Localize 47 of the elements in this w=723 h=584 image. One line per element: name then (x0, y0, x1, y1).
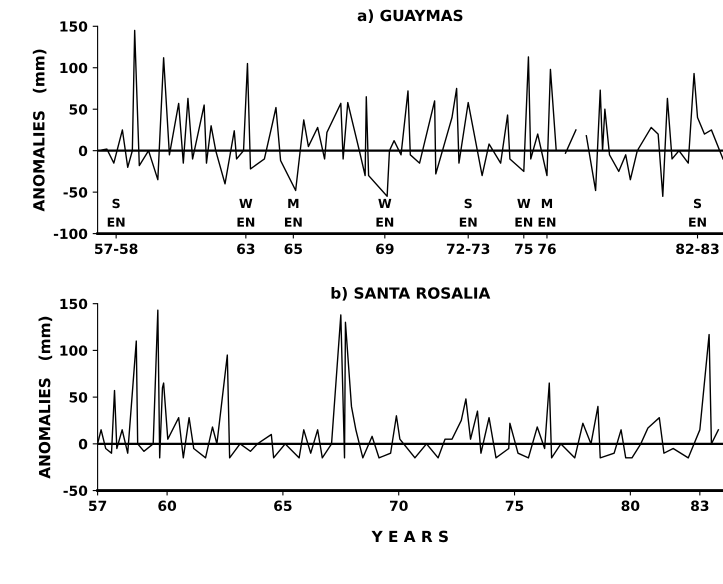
x-tick-label: 80 (622, 500, 640, 512)
y-tick-label: -100 (54, 228, 88, 240)
x-tick-label: 63 (237, 244, 254, 254)
annotation: EN (108, 218, 124, 227)
y-tick-label: -50 (64, 187, 88, 198)
annotation: W (378, 198, 392, 208)
y-tick-label: -50 (64, 486, 88, 496)
y-tick-label: 50 (70, 104, 88, 115)
x-axis-title: Y E A R S (371, 530, 448, 542)
annotation: EN (376, 218, 394, 227)
annotation: EN (237, 218, 254, 227)
x-tick-label: 75 (515, 244, 532, 254)
y-tick-label: 50 (70, 392, 88, 403)
y-tick-label: 0 (78, 146, 88, 156)
annotation: EN (284, 218, 302, 227)
x-tick-label: 83 (691, 500, 708, 512)
x-tick-label: 69 (376, 244, 394, 254)
chart-title: b) SANTA ROSALIA (332, 287, 490, 301)
x-tick-label: 65 (284, 244, 302, 254)
y-tick-label: 100 (60, 62, 88, 74)
x-tick-label: 76 (538, 244, 556, 254)
x-tick-label: 75 (506, 500, 524, 512)
annotation: EN (689, 218, 706, 227)
x-tick-label: 82-83 (676, 244, 719, 254)
x-tick-label: 65 (274, 500, 292, 512)
x-tick-label: 57-58 (95, 244, 138, 254)
y-tick-label: 0 (78, 438, 88, 450)
annotation: W (239, 198, 252, 208)
annotation: M (542, 198, 552, 208)
annotation: S (694, 198, 702, 208)
y-tick-label: 150 (60, 21, 88, 32)
x-tick-label: 72-73 (446, 244, 490, 254)
chart-title: a) GUAYMAS (358, 9, 462, 24)
annotation: S (464, 198, 472, 208)
annotation: EN (538, 218, 556, 227)
x-tick-label: 70 (390, 500, 408, 512)
y-tick-label: 150 (60, 298, 88, 310)
annotation: EN (515, 218, 532, 227)
annotation: W (517, 198, 530, 208)
annotation: S (112, 198, 120, 208)
annotation: EN (460, 218, 477, 227)
x-tick-label: 60 (158, 500, 176, 512)
y-tick-label: 100 (60, 345, 88, 356)
y-axis-title: ANOMALIES (mm) (32, 50, 46, 212)
x-tick-label: 57 (89, 500, 106, 512)
annotation: M (288, 198, 298, 208)
y-axis-title: ANOMALIES (mm) (38, 316, 52, 479)
